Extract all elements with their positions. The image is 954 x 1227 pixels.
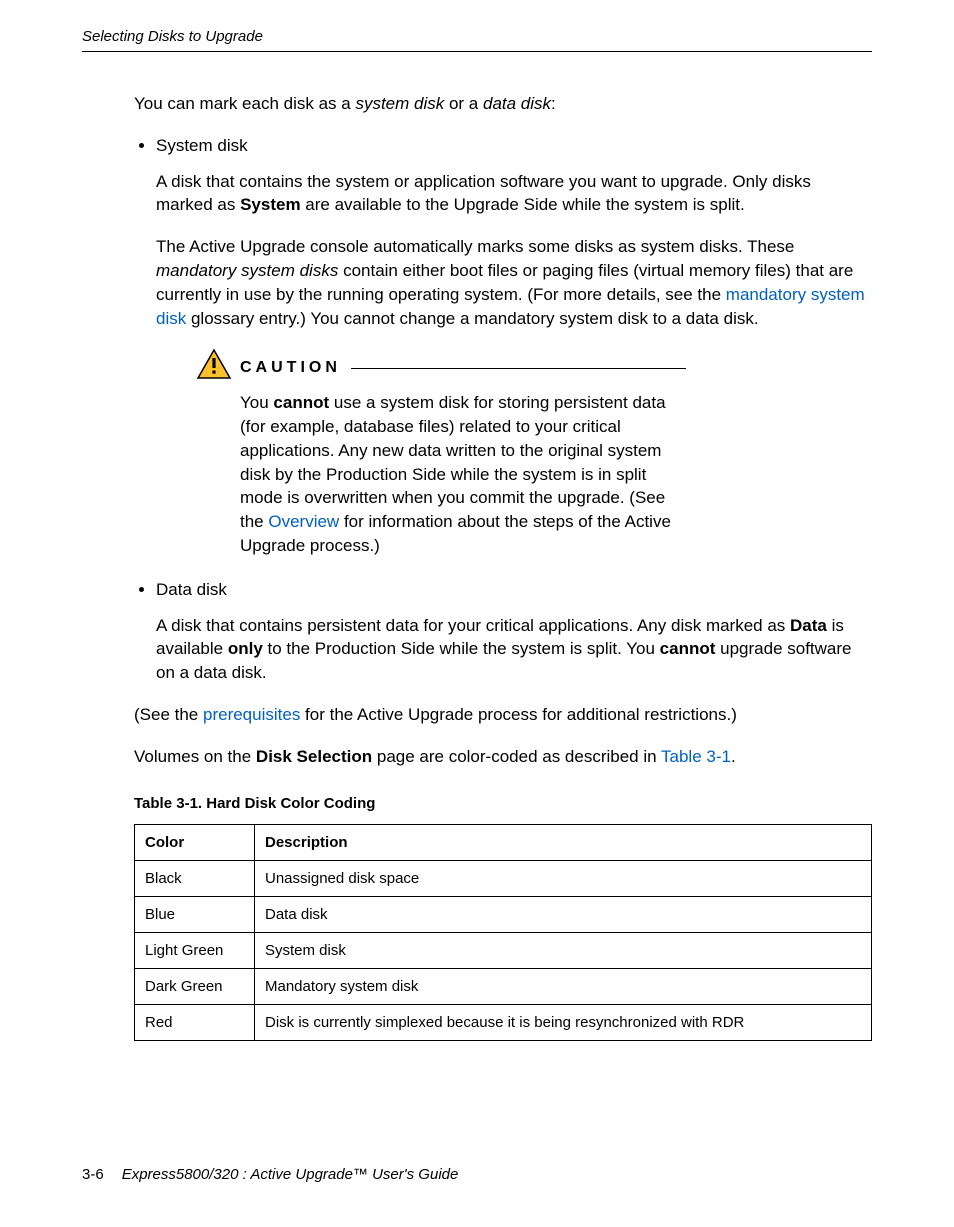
system-disk-p1: A disk that contains the system or appli… (156, 170, 872, 218)
cell-desc: Disk is currently simplexed because it i… (255, 1004, 872, 1040)
system-disk-label: System disk (156, 136, 248, 155)
th-color: Color (135, 824, 255, 860)
table-3-1-link[interactable]: Table 3-1 (661, 747, 731, 766)
footer-title: Express5800/320 : Active Upgrade™ User's… (122, 1166, 459, 1183)
text: The Active Upgrade console automatically… (156, 237, 794, 256)
caution-block: CAUTION You cannot use a system disk for… (196, 348, 686, 557)
system-bold: System (240, 195, 300, 214)
cell-desc: Unassigned disk space (255, 860, 872, 896)
prerequisites-link[interactable]: prerequisites (203, 705, 300, 724)
text: for the Active Upgrade process for addit… (300, 705, 737, 724)
overview-link[interactable]: Overview (268, 512, 339, 531)
text: (See the (134, 705, 203, 724)
mandatory-em: mandatory system disks (156, 261, 338, 280)
table-row: Red Disk is currently simplexed because … (135, 1004, 872, 1040)
caution-label: CAUTION (240, 357, 341, 379)
text: glossary entry.) You cannot change a man… (186, 309, 758, 328)
text: to the Production Side while the system … (263, 639, 660, 658)
cell-color: Red (135, 1004, 255, 1040)
table-caption: Table 3-1. Hard Disk Color Coding (134, 795, 872, 812)
data-disk-label: Data disk (156, 580, 227, 599)
data-bold: Data (790, 616, 827, 635)
cell-color: Black (135, 860, 255, 896)
cell-color: Blue (135, 896, 255, 932)
intro-data-disk-em: data disk (483, 94, 551, 113)
table-row: Light Green System disk (135, 932, 872, 968)
caution-body: You cannot use a system disk for storing… (240, 391, 686, 558)
cell-desc: Data disk (255, 896, 872, 932)
cell-color: Light Green (135, 932, 255, 968)
page-footer: 3-6 Express5800/320 : Active Upgrade™ Use… (82, 1166, 458, 1183)
intro-paragraph: You can mark each disk as a system disk … (134, 92, 872, 116)
volumes-line: Volumes on the Disk Selection page are c… (134, 745, 872, 769)
table-header-row: Color Description (135, 824, 872, 860)
list-item-data-disk: Data disk A disk that contains persisten… (156, 578, 872, 685)
disk-selection-bold: Disk Selection (256, 747, 372, 766)
intro-system-disk-em: system disk (355, 94, 444, 113)
text: use a system disk for storing persistent… (240, 393, 666, 531)
cannot-bold: cannot (273, 393, 329, 412)
system-disk-p2: The Active Upgrade console automatically… (156, 235, 872, 330)
th-description: Description (255, 824, 872, 860)
text: Volumes on the (134, 747, 256, 766)
text: A disk that contains persistent data for… (156, 616, 790, 635)
see-prerequisites: (See the prerequisites for the Active Up… (134, 703, 872, 727)
running-header: Selecting Disks to Upgrade (82, 28, 872, 52)
page-number: 3-6 (82, 1166, 104, 1183)
text: are available to the Upgrade Side while … (301, 195, 745, 214)
cell-desc: System disk (255, 932, 872, 968)
caution-triangle-icon (196, 348, 232, 387)
color-coding-table: Color Description Black Unassigned disk … (134, 824, 872, 1041)
list-item-system-disk: System disk A disk that contains the sys… (156, 134, 872, 558)
caution-rule (351, 368, 686, 369)
intro-prefix: You can mark each disk as a (134, 94, 355, 113)
text: page are color-coded as described in (372, 747, 661, 766)
data-disk-p1: A disk that contains persistent data for… (156, 614, 872, 685)
cannot-bold: cannot (660, 639, 716, 658)
text: . (731, 747, 736, 766)
only-bold: only (228, 639, 263, 658)
intro-suffix: : (551, 94, 556, 113)
cell-desc: Mandatory system disk (255, 968, 872, 1004)
intro-mid: or a (444, 94, 483, 113)
table-row: Dark Green Mandatory system disk (135, 968, 872, 1004)
cell-color: Dark Green (135, 968, 255, 1004)
table-row: Blue Data disk (135, 896, 872, 932)
text: You (240, 393, 273, 412)
table-row: Black Unassigned disk space (135, 860, 872, 896)
